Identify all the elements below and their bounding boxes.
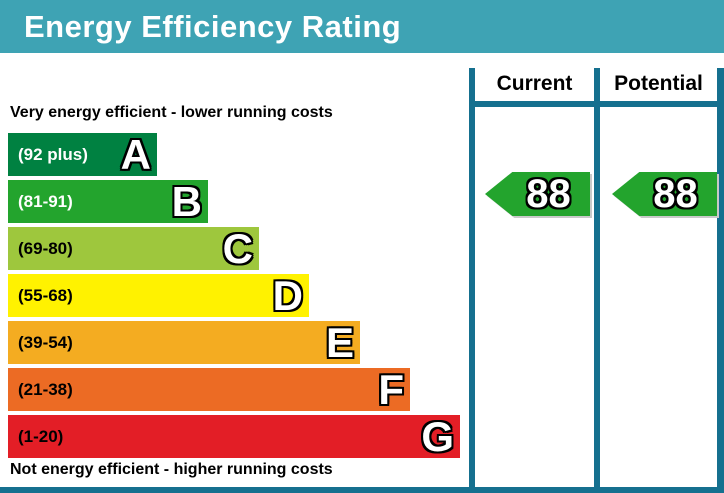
bottom-border-bar	[0, 487, 724, 493]
band-row-f: (21-38) F	[8, 368, 410, 411]
band-letter: F	[378, 366, 404, 413]
band-range-label: (39-54)	[18, 332, 73, 352]
current-column-left-border	[469, 68, 475, 487]
bottom-note: Not energy efficient - higher running co…	[10, 461, 333, 478]
band-letter: E	[325, 319, 354, 366]
band-row-g: (1-20) G	[8, 415, 460, 458]
band-range-label: (1-20)	[18, 426, 64, 446]
current-column-header: Current	[496, 72, 573, 95]
band-range-label: (55-68)	[18, 285, 73, 305]
band-row-d: (55-68) D	[8, 274, 309, 317]
top-note: Very energy efficient - lower running co…	[10, 104, 333, 121]
current-rating-value: 88	[526, 172, 571, 216]
potential-column-right-border	[717, 68, 724, 487]
band-row-a: (92 plus) A	[8, 133, 157, 176]
band-row-c: (69-80) C	[8, 227, 259, 270]
header-bar: Energy Efficiency Rating	[0, 0, 724, 53]
potential-rating-arrow: 88	[612, 172, 717, 216]
current-rating-arrow: 88	[485, 172, 590, 216]
band-row-e: (39-54) E	[8, 321, 360, 364]
band-row-b: (81-91) B	[8, 180, 208, 223]
left-arrow-marker: 88	[612, 172, 717, 216]
band-letter: A	[120, 131, 151, 178]
band-range-label: (92 plus)	[18, 144, 88, 164]
band-letter: G	[421, 413, 454, 460]
potential-rating-value: 88	[653, 172, 698, 216]
column-divider	[594, 68, 600, 487]
band-letter: D	[272, 272, 303, 319]
rating-bands: (92 plus) A (81-91) B (69-80) C (55-68) …	[8, 133, 460, 462]
potential-column-header: Potential	[614, 72, 703, 95]
band-letter: B	[171, 178, 202, 225]
band-range-label: (81-91)	[18, 191, 73, 211]
band-range-label: (69-80)	[18, 238, 73, 258]
column-header-underline	[469, 101, 724, 107]
band-range-label: (21-38)	[18, 379, 73, 399]
page-title: Energy Efficiency Rating	[24, 8, 402, 44]
band-letter: C	[222, 225, 253, 272]
left-arrow-marker: 88	[485, 172, 590, 216]
